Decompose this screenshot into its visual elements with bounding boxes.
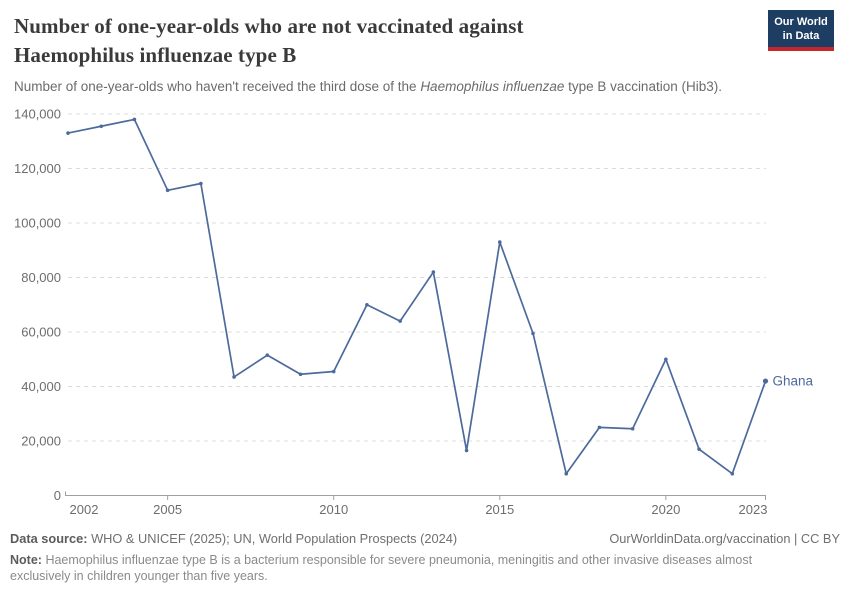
note: Note: Haemophilus influenzae type B is a…: [10, 552, 840, 584]
data-point[interactable]: [564, 471, 569, 476]
y-tick-label: 0: [54, 488, 61, 503]
subtitle-suffix: type B vaccination (Hib3).: [564, 79, 722, 94]
chart-footer: Data source: WHO & UNICEF (2025); UN, Wo…: [10, 531, 840, 584]
series-line[interactable]: [67, 118, 767, 475]
note-line-1: Note: Haemophilus influenzae type B is a…: [10, 552, 840, 568]
subtitle-italic-species: Haemophilus influenzae: [420, 79, 565, 94]
data-point[interactable]: [630, 426, 635, 431]
data-point[interactable]: [762, 378, 769, 384]
data-point[interactable]: [597, 425, 602, 430]
data-point[interactable]: [298, 372, 303, 377]
y-tick-label: 80,000: [21, 270, 61, 285]
data-point[interactable]: [730, 471, 735, 476]
owid-url-link[interactable]: OurWorldinData.org/vaccination | CC BY: [609, 531, 840, 546]
subtitle-prefix: Number of one-year-olds who haven't rece…: [14, 79, 421, 94]
y-tick-label: 60,000: [21, 325, 61, 340]
data-point[interactable]: [531, 331, 535, 336]
x-tick-label: 2010: [319, 502, 348, 517]
data-point[interactable]: [99, 124, 104, 129]
y-tick-label: 120,000: [14, 161, 61, 176]
x-tick-label: 2002: [70, 502, 99, 517]
y-tick-label: 140,000: [14, 107, 61, 122]
y-tick-label: 40,000: [21, 379, 61, 394]
owid-logo[interactable]: Our World in Data: [768, 10, 834, 51]
chart-subtitle: Number of one-year-olds who haven't rece…: [14, 79, 754, 94]
datasource-label: Data source:: [10, 531, 88, 546]
page-title: Number of one-year-olds who are not vacc…: [14, 12, 754, 70]
data-point[interactable]: [497, 240, 502, 244]
data-point[interactable]: [265, 353, 270, 357]
data-point[interactable]: [232, 375, 236, 379]
data-point[interactable]: [331, 369, 336, 374]
data-point[interactable]: [66, 131, 70, 135]
x-tick-label: 2005: [153, 502, 182, 517]
data-point[interactable]: [132, 117, 137, 122]
x-tick-label: 2015: [485, 502, 514, 517]
data-point[interactable]: [165, 188, 170, 193]
note-label: Note:: [10, 553, 42, 567]
datasource: Data source: WHO & UNICEF (2025); UN, Wo…: [10, 531, 457, 546]
note-line-2: exclusively in children younger than fiv…: [10, 569, 268, 583]
data-point[interactable]: [431, 270, 436, 274]
title-line-1: Number of one-year-olds who are not vacc…: [14, 14, 524, 38]
note-text-1: Haemophilus influenzae type B is a bacte…: [45, 553, 753, 567]
datasource-text: WHO & UNICEF (2025); UN, World Populatio…: [87, 531, 458, 546]
owid-logo-line-1: Our World: [774, 16, 828, 28]
data-point[interactable]: [664, 357, 668, 362]
datasource-row: Data source: WHO & UNICEF (2025); UN, Wo…: [10, 531, 840, 546]
entity-label: Ghana: [773, 374, 814, 389]
data-point[interactable]: [697, 447, 701, 451]
data-point[interactable]: [464, 448, 469, 453]
owid-logo-line-2: in Data: [782, 30, 820, 42]
title-line-2: Haemophilus influenzae type B: [14, 43, 297, 67]
data-point[interactable]: [398, 319, 402, 323]
x-tick-label: 2020: [651, 502, 680, 517]
chart-header: Number of one-year-olds who are not vacc…: [14, 12, 754, 94]
data-point[interactable]: [199, 181, 203, 186]
y-tick-label: 20,000: [21, 434, 61, 449]
y-tick-label: 100,000: [14, 216, 61, 231]
data-point[interactable]: [365, 302, 369, 307]
x-tick-label: 2023: [739, 502, 768, 517]
